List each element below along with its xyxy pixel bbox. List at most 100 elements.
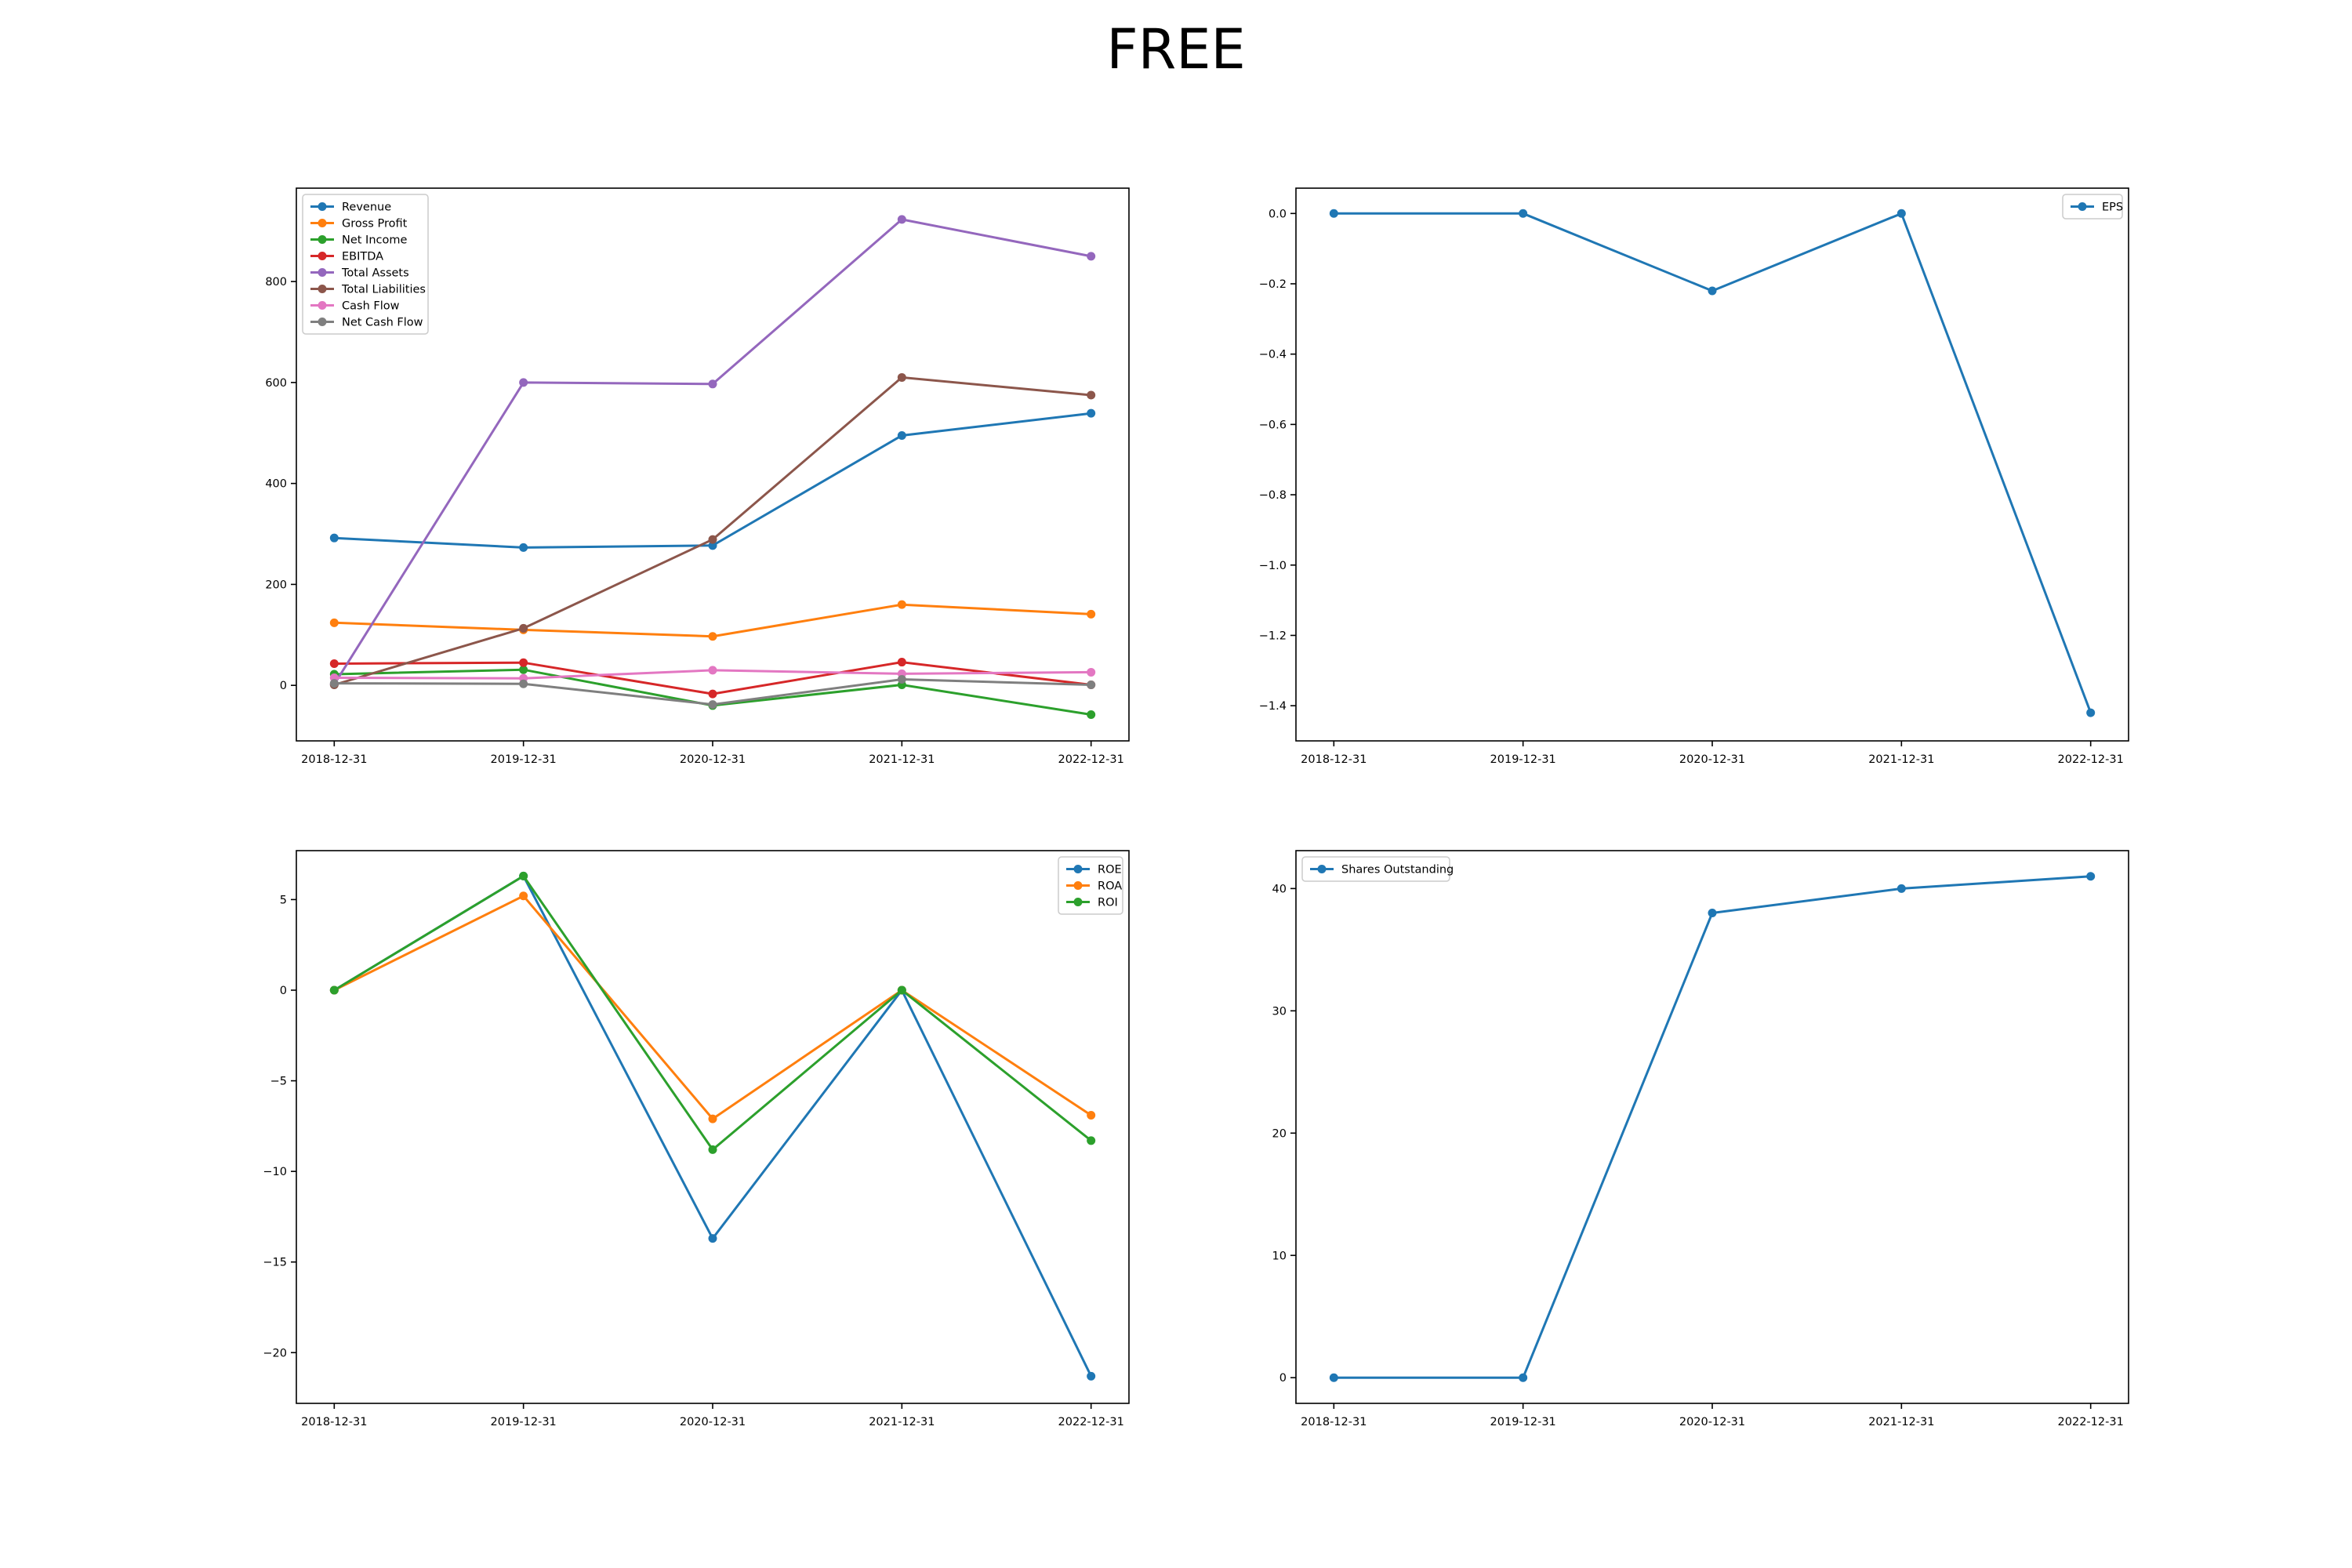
y-tick-label: −1.4 bbox=[1259, 700, 1287, 713]
y-tick-label: 200 bbox=[265, 579, 287, 591]
legend-marker bbox=[1073, 865, 1083, 873]
data-point bbox=[708, 1234, 717, 1243]
legend-label: Total Liabilities bbox=[341, 284, 426, 296]
y-tick-label: 30 bbox=[1272, 1005, 1287, 1018]
data-point bbox=[708, 689, 717, 699]
legend-label: Gross Profit bbox=[342, 218, 408, 230]
series-eps bbox=[1329, 209, 2096, 717]
legend-label: Shares Outstanding bbox=[1341, 864, 1454, 877]
chart-panel-3: 2018-12-31 2019-12-31 2020-12-31 2021-12-31… bbox=[263, 850, 1130, 1428]
data-point bbox=[708, 535, 717, 544]
legend-label: Net Cash Flow bbox=[342, 317, 423, 329]
chart-panel-4: 2018-12-31 2019-12-31 2020-12-31 2021-12-31… bbox=[1272, 850, 2129, 1428]
series-roa bbox=[329, 891, 1096, 1123]
data-point bbox=[897, 372, 906, 382]
y-tick-label: 20 bbox=[1272, 1127, 1287, 1140]
x-tick-label: 2021-12-31 bbox=[1868, 753, 1934, 766]
data-point bbox=[708, 541, 717, 550]
x-tick-label: 2019-12-31 bbox=[1490, 1416, 1556, 1428]
series-shares-outstanding bbox=[1329, 872, 2096, 1382]
legend-label: Net Income bbox=[342, 234, 407, 247]
y-tick-label: −1.2 bbox=[1259, 630, 1287, 642]
x-tick-label: 2022-12-31 bbox=[2058, 753, 2124, 766]
series-line bbox=[333, 874, 1092, 1152]
y-tick-label: 600 bbox=[265, 377, 287, 390]
series-total-liabilities bbox=[329, 372, 1096, 690]
data-point bbox=[329, 533, 339, 543]
legend-box bbox=[1301, 856, 1450, 882]
data-point bbox=[897, 658, 906, 667]
data-point bbox=[1329, 1373, 1338, 1382]
y-tick-label: −20 bbox=[263, 1347, 287, 1359]
y-tick-label: −5 bbox=[270, 1076, 287, 1088]
y-tick-label: −10 bbox=[263, 1166, 287, 1178]
series-cash-flow bbox=[329, 666, 1096, 683]
x-tick-label: 2018-12-31 bbox=[1301, 1416, 1367, 1428]
series-line bbox=[334, 412, 1091, 549]
x-tick-label: 2022-12-31 bbox=[2058, 1416, 2124, 1428]
legend-marker bbox=[2078, 202, 2087, 211]
data-point bbox=[708, 1145, 717, 1154]
legend-marker bbox=[318, 301, 327, 310]
x-tick-label: 2021-12-31 bbox=[869, 1416, 935, 1428]
y-tick-label: 800 bbox=[265, 276, 287, 289]
x-tick-label: 2018-12-31 bbox=[301, 753, 367, 766]
data-point bbox=[708, 379, 717, 389]
legend: Revenue Gross Profit Net Income EBITDA Total… bbox=[302, 194, 429, 335]
y-tick-label: −0.8 bbox=[1259, 489, 1287, 502]
data-point bbox=[897, 674, 906, 684]
data-point bbox=[329, 618, 339, 627]
y-tick-label: −15 bbox=[263, 1257, 287, 1269]
data-point bbox=[1896, 884, 1906, 893]
data-point bbox=[519, 679, 528, 688]
data-point bbox=[519, 891, 528, 901]
y-tick-label: 10 bbox=[1272, 1250, 1287, 1262]
series-line bbox=[1334, 875, 2091, 1379]
series-revenue bbox=[329, 408, 1096, 552]
data-point bbox=[708, 700, 717, 710]
x-tick-label: 2020-12-31 bbox=[680, 1416, 746, 1428]
y-tick-label: −1.0 bbox=[1259, 560, 1287, 572]
data-point bbox=[1087, 1371, 1096, 1381]
legend: ROE ROA ROI bbox=[1058, 856, 1123, 915]
legend-marker bbox=[318, 202, 327, 211]
data-point bbox=[1087, 667, 1096, 677]
legend-marker bbox=[318, 285, 327, 293]
x-tick-label: 2018-12-31 bbox=[1301, 753, 1367, 766]
data-point bbox=[708, 632, 717, 641]
data-point bbox=[1519, 1373, 1528, 1382]
legend-label: ROE bbox=[1098, 864, 1122, 877]
data-point bbox=[1087, 1110, 1096, 1120]
legend-label: EPS bbox=[2102, 201, 2123, 214]
axes-frame bbox=[1295, 850, 2129, 1404]
data-point bbox=[519, 665, 528, 674]
data-point bbox=[1087, 710, 1096, 720]
data-point bbox=[897, 985, 906, 995]
legend-marker bbox=[318, 268, 327, 277]
data-point bbox=[1087, 408, 1096, 418]
axes-frame bbox=[296, 850, 1130, 1404]
x-tick-label: 2022-12-31 bbox=[1058, 1416, 1124, 1428]
data-point bbox=[897, 430, 906, 440]
y-tick-label: 5 bbox=[280, 894, 287, 906]
data-point bbox=[708, 666, 717, 675]
data-point bbox=[329, 679, 339, 688]
legend-marker bbox=[318, 252, 327, 260]
data-point bbox=[1087, 681, 1096, 690]
series-net-cash-flow bbox=[329, 674, 1096, 710]
data-point bbox=[1087, 1136, 1096, 1145]
legend-marker bbox=[1317, 865, 1327, 873]
legend-marker bbox=[318, 235, 327, 244]
chart-panel-1: 2018-12-31 2019-12-31 2020-12-31 2021-12-31… bbox=[265, 187, 1130, 766]
legend-marker bbox=[1073, 881, 1083, 890]
series-line bbox=[333, 874, 1093, 1377]
series-gross-profit bbox=[329, 600, 1096, 641]
x-tick-label: 2018-12-31 bbox=[301, 1416, 367, 1428]
data-point bbox=[1329, 209, 1338, 218]
legend-label: Total Assets bbox=[341, 267, 409, 280]
data-point bbox=[1708, 909, 1717, 918]
legend-marker bbox=[318, 318, 327, 326]
data-point bbox=[897, 600, 906, 609]
data-point bbox=[1087, 252, 1096, 261]
